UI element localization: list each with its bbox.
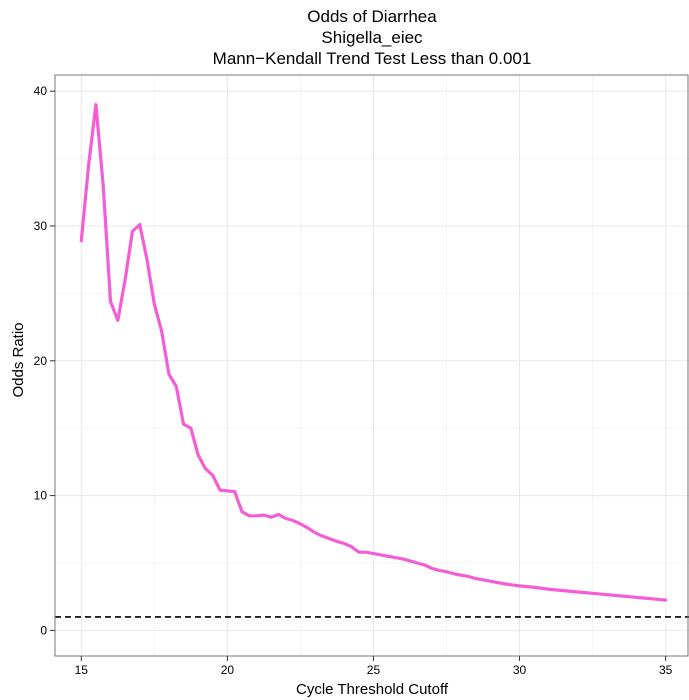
series-line-1 [79,103,668,602]
series-layer [79,103,668,602]
tick-layer: 15 20 25 30 35 0 10 20 30 40 [34,84,673,677]
grid-layer [55,75,689,656]
x-tick-label: 15 [75,663,89,677]
x-axis-title: Cycle Threshold Cutoff [296,681,449,698]
y-tick-label: 10 [34,489,48,503]
y-axis-title: Odds Ratio [10,322,27,397]
x-tick-label: 25 [367,663,381,677]
y-tick-label: 30 [34,219,48,233]
chart-title-line-2: Shigella_eiec [321,28,423,47]
x-tick-label: 30 [513,663,527,677]
panel-border [54,74,689,657]
chart-title-line-3: Mann−Kendall Trend Test Less than 0.001 [213,49,532,68]
y-tick-label: 0 [40,623,47,637]
chart-title-line-1: Odds of Diarrhea [307,7,437,26]
x-tick-label: 35 [659,663,673,677]
y-tick-label: 20 [34,354,48,368]
y-tick-label: 40 [34,84,48,98]
panel-layer [54,74,689,657]
x-tick-label: 20 [221,663,235,677]
